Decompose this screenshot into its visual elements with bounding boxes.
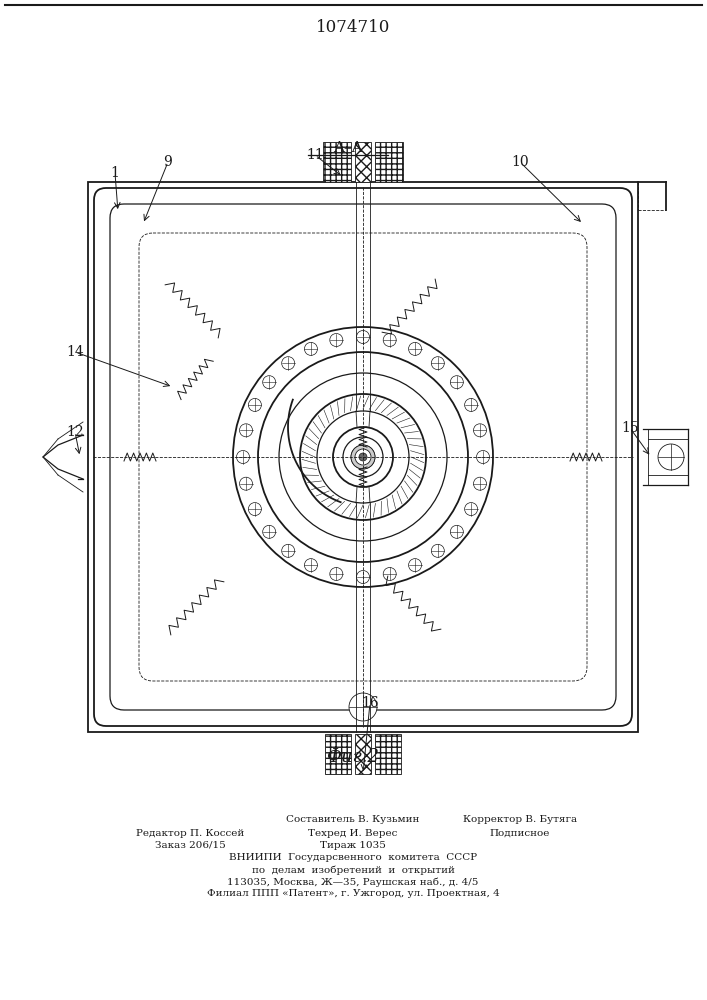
Text: 1074710: 1074710 xyxy=(316,19,391,36)
Circle shape xyxy=(450,525,463,538)
Circle shape xyxy=(355,449,371,465)
Circle shape xyxy=(349,693,377,721)
Circle shape xyxy=(248,398,262,411)
Bar xyxy=(375,734,401,774)
Text: Техред И. Верес: Техред И. Верес xyxy=(308,828,397,838)
Circle shape xyxy=(281,357,295,370)
Circle shape xyxy=(281,544,295,557)
Text: 14: 14 xyxy=(66,345,84,359)
Bar xyxy=(88,182,638,732)
Circle shape xyxy=(477,450,489,464)
Text: 113035, Москва, Ж—35, Раушская наб., д. 4/5: 113035, Москва, Ж—35, Раушская наб., д. … xyxy=(228,877,479,887)
Circle shape xyxy=(329,567,343,580)
Circle shape xyxy=(329,334,343,347)
Text: Корректор В. Бутяга: Корректор В. Бутяга xyxy=(463,816,577,824)
Circle shape xyxy=(237,450,250,464)
Circle shape xyxy=(464,503,478,516)
Circle shape xyxy=(263,376,276,389)
Text: Заказ 206/15: Заказ 206/15 xyxy=(155,840,226,850)
Circle shape xyxy=(356,330,370,344)
Circle shape xyxy=(248,503,262,516)
Circle shape xyxy=(464,398,478,411)
Text: 12: 12 xyxy=(66,425,84,439)
Text: 10: 10 xyxy=(511,155,529,169)
Circle shape xyxy=(658,444,684,470)
Bar xyxy=(355,142,371,182)
Text: A–A: A–A xyxy=(333,141,363,155)
Circle shape xyxy=(450,376,463,389)
Text: Подписное: Подписное xyxy=(490,828,550,838)
Circle shape xyxy=(383,567,396,580)
Bar xyxy=(355,734,371,774)
Circle shape xyxy=(305,342,317,355)
Circle shape xyxy=(474,477,486,490)
Bar xyxy=(325,734,351,774)
Circle shape xyxy=(474,424,486,437)
Bar xyxy=(323,142,351,182)
Text: 16: 16 xyxy=(361,696,379,710)
Text: Тираж 1035: Тираж 1035 xyxy=(320,840,386,850)
Circle shape xyxy=(305,559,317,572)
Circle shape xyxy=(431,357,444,370)
Circle shape xyxy=(356,570,370,584)
Text: 15: 15 xyxy=(621,421,639,435)
Text: ВНИИПИ  Государсвенного  комитета  СССР: ВНИИПИ Государсвенного комитета СССР xyxy=(229,854,477,862)
Text: Филиал ППП «Патент», г. Ужгород, ул. Проектная, 4: Филиал ППП «Патент», г. Ужгород, ул. Про… xyxy=(206,890,499,898)
Circle shape xyxy=(351,445,375,469)
Text: 11: 11 xyxy=(306,148,324,162)
Circle shape xyxy=(240,424,252,437)
Text: Фиг.2: Фиг.2 xyxy=(327,748,380,766)
Circle shape xyxy=(431,544,444,557)
Circle shape xyxy=(409,342,421,355)
Circle shape xyxy=(409,559,421,572)
Text: Редактор П. Коссей: Редактор П. Коссей xyxy=(136,828,244,838)
Text: Составитель В. Кузьмин: Составитель В. Кузьмин xyxy=(286,816,420,824)
Text: 9: 9 xyxy=(163,155,173,169)
Text: по  делам  изобретений  и  открытий: по делам изобретений и открытий xyxy=(252,865,455,875)
Circle shape xyxy=(263,525,276,538)
Circle shape xyxy=(359,453,367,461)
Text: 1: 1 xyxy=(110,166,119,180)
Bar xyxy=(375,142,403,182)
Circle shape xyxy=(240,477,252,490)
Circle shape xyxy=(383,334,396,347)
